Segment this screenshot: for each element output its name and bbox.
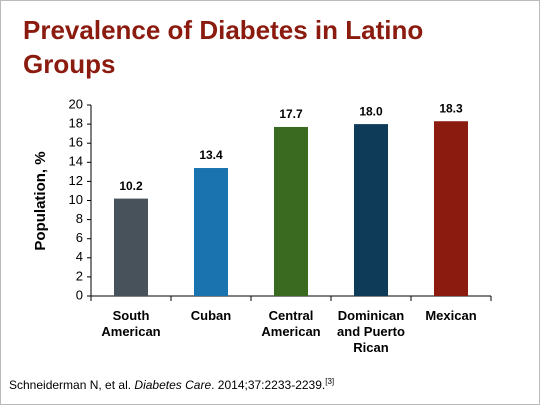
bar: [114, 198, 148, 296]
y-tick-label: 2: [76, 268, 83, 283]
y-tick-label: 16: [69, 135, 83, 150]
y-tick-label: 6: [76, 230, 83, 245]
bar: [354, 124, 388, 296]
y-tick-label: 0: [76, 287, 83, 302]
x-tick-label: Central American: [261, 308, 321, 339]
citation-journal: Diabetes Care: [134, 378, 212, 392]
data-label: 13.4: [199, 148, 223, 162]
y-tick-label: 12: [69, 173, 83, 188]
citation: Schneiderman N, et al. Diabetes Care. 20…: [9, 377, 334, 392]
citation-ref: [3]: [325, 377, 335, 386]
data-label: 17.7: [279, 107, 303, 121]
bar: [274, 126, 308, 296]
y-tick-label: 10: [69, 192, 83, 207]
bar: [194, 168, 228, 296]
y-tick-label: 8: [76, 211, 83, 226]
x-tick-label: South American: [101, 308, 161, 339]
y-tick-label: 14: [69, 154, 83, 169]
citation-authors: Schneiderman N, et al.: [9, 378, 135, 392]
x-tick-label: Mexican: [425, 308, 477, 323]
citation-details: . 2014;37:2233-2239.: [211, 378, 326, 392]
y-axis-label: Population, %: [32, 151, 49, 250]
y-tick-label: 18: [69, 116, 83, 131]
data-label: 18.0: [359, 104, 383, 118]
y-tick-label: 4: [76, 249, 83, 264]
chart-title: Prevalence of Diabetes in Latino Groups: [23, 15, 424, 79]
x-tick-label: Cuban: [190, 308, 232, 323]
data-label: 10.2: [119, 179, 143, 193]
x-tick-label: Dominican and Puerto Rican: [337, 308, 405, 355]
y-tick-label: 20: [69, 96, 83, 111]
data-label: 18.3: [439, 101, 463, 115]
bar: [434, 121, 468, 296]
